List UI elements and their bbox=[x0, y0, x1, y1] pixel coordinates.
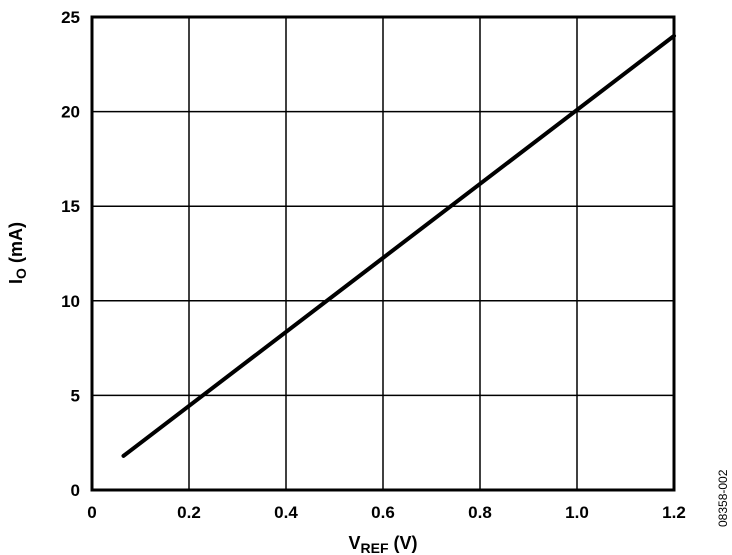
series-line bbox=[121, 33, 676, 458]
x-tick-label: 0.4 bbox=[274, 503, 298, 522]
x-tick-label: 0 bbox=[87, 503, 96, 522]
x-tick-label: 0.6 bbox=[371, 503, 395, 522]
x-axis-label: VREF (V) bbox=[348, 533, 417, 555]
x-tick-label: 0.8 bbox=[468, 503, 492, 522]
grid bbox=[92, 17, 674, 490]
x-tick-label: 1.2 bbox=[662, 503, 686, 522]
y-tick-label: 15 bbox=[61, 197, 80, 216]
y-tick-label: 25 bbox=[61, 8, 80, 27]
y-axis-ticks: 0 5 10 15 20 25 bbox=[61, 8, 80, 500]
y-tick-label: 10 bbox=[61, 292, 80, 311]
x-axis-ticks: 0 0.2 0.4 0.6 0.8 1.0 1.2 bbox=[87, 503, 686, 522]
plot-frame bbox=[90, 15, 676, 492]
x-tick-label: 0.2 bbox=[177, 503, 201, 522]
y-tick-label: 20 bbox=[61, 103, 80, 122]
y-axis-label: IO (mA) bbox=[6, 222, 29, 284]
y-tick-label: 0 bbox=[71, 481, 80, 500]
figure-id: 08358-002 bbox=[716, 469, 730, 527]
series-group bbox=[121, 33, 676, 458]
x-tick-label: 1.0 bbox=[565, 503, 589, 522]
y-tick-label: 5 bbox=[71, 386, 80, 405]
